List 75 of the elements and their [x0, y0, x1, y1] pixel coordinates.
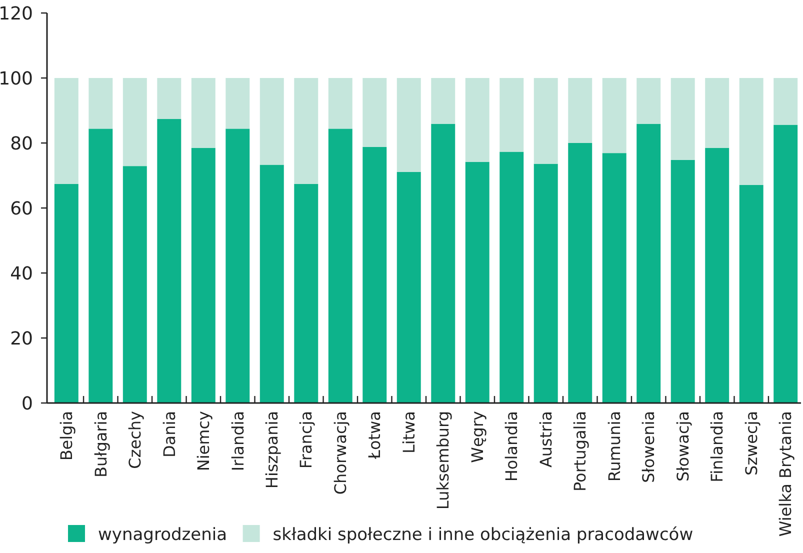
x-tick-label: Bułgaria	[91, 411, 110, 478]
x-tick-label: Słowacja	[673, 411, 692, 482]
bar	[568, 143, 592, 403]
bar	[431, 124, 456, 403]
bar	[260, 164, 284, 403]
bar	[636, 124, 661, 403]
bar	[568, 78, 592, 143]
bar	[54, 184, 78, 403]
bar	[328, 128, 352, 403]
x-tick-label: Luksemburg	[434, 411, 453, 510]
bar	[396, 172, 421, 403]
x-tick-label: Szwecja	[742, 411, 761, 476]
bar	[670, 78, 695, 160]
y-tick-label: 100	[0, 68, 33, 90]
bar	[122, 166, 147, 403]
bar	[122, 78, 147, 166]
x-tick-label: Belgia	[57, 411, 76, 461]
bar	[226, 78, 250, 129]
bar	[534, 78, 558, 164]
y-tick-label: 40	[10, 263, 33, 284]
bar	[396, 78, 421, 172]
y-tick-label: 20	[10, 328, 33, 350]
bar	[465, 162, 490, 403]
bar	[226, 128, 250, 403]
bar	[88, 78, 113, 129]
bar	[534, 164, 558, 403]
x-tick-label: Portugalia	[570, 411, 590, 492]
x-tick-label: Francja	[296, 411, 316, 469]
bar	[294, 184, 318, 403]
bar	[774, 124, 798, 403]
bar	[705, 148, 730, 403]
bar	[88, 128, 113, 403]
x-tick-label: Czechy	[126, 411, 145, 469]
legend-label: wynagrodzenia	[98, 525, 228, 545]
bar	[602, 153, 626, 403]
bar	[739, 184, 764, 403]
bar	[157, 78, 182, 119]
bar	[431, 78, 456, 124]
bar	[157, 118, 182, 403]
bar	[636, 78, 661, 124]
bar	[294, 78, 318, 184]
y-tick-label: 60	[10, 198, 33, 220]
bar	[500, 152, 524, 403]
x-tick-label: Chorwacja	[330, 411, 350, 495]
bar	[774, 78, 798, 125]
bar	[465, 78, 490, 162]
y-tick-label: 120	[0, 3, 33, 24]
bar	[705, 78, 730, 148]
bar	[362, 78, 387, 147]
bar	[602, 78, 626, 154]
x-tick-label: Finlandia	[708, 411, 727, 482]
x-tick-label: Słowenia	[639, 411, 658, 483]
bar	[54, 78, 78, 184]
x-tick-label: Niemcy	[194, 411, 213, 472]
x-tick-label: Łotwa	[365, 411, 384, 460]
bar	[260, 78, 284, 165]
bar	[191, 78, 216, 148]
x-tick-label: Rumunia	[604, 411, 624, 482]
bar	[328, 78, 352, 129]
x-tick-label: Dania	[160, 411, 179, 458]
y-tick-label: 0	[22, 393, 33, 414]
x-tick-label: Litwa	[399, 411, 418, 454]
x-tick-label: Irlandia	[228, 411, 248, 472]
legend-label: składki społeczne i inne obciążenia pracodawców	[272, 525, 694, 545]
x-tick-label: Wielka Brytania	[776, 411, 796, 537]
x-tick-label: Hiszpania	[262, 411, 282, 489]
x-tick-label: Austria	[536, 411, 556, 468]
x-tick-label: Węgry	[468, 411, 487, 463]
bar	[362, 146, 387, 403]
y-tick-label: 80	[10, 133, 33, 154]
bar	[739, 78, 764, 185]
x-tick-label: Holandia	[502, 411, 522, 482]
bar	[191, 148, 216, 403]
bar	[670, 160, 695, 403]
bar	[500, 78, 524, 152]
